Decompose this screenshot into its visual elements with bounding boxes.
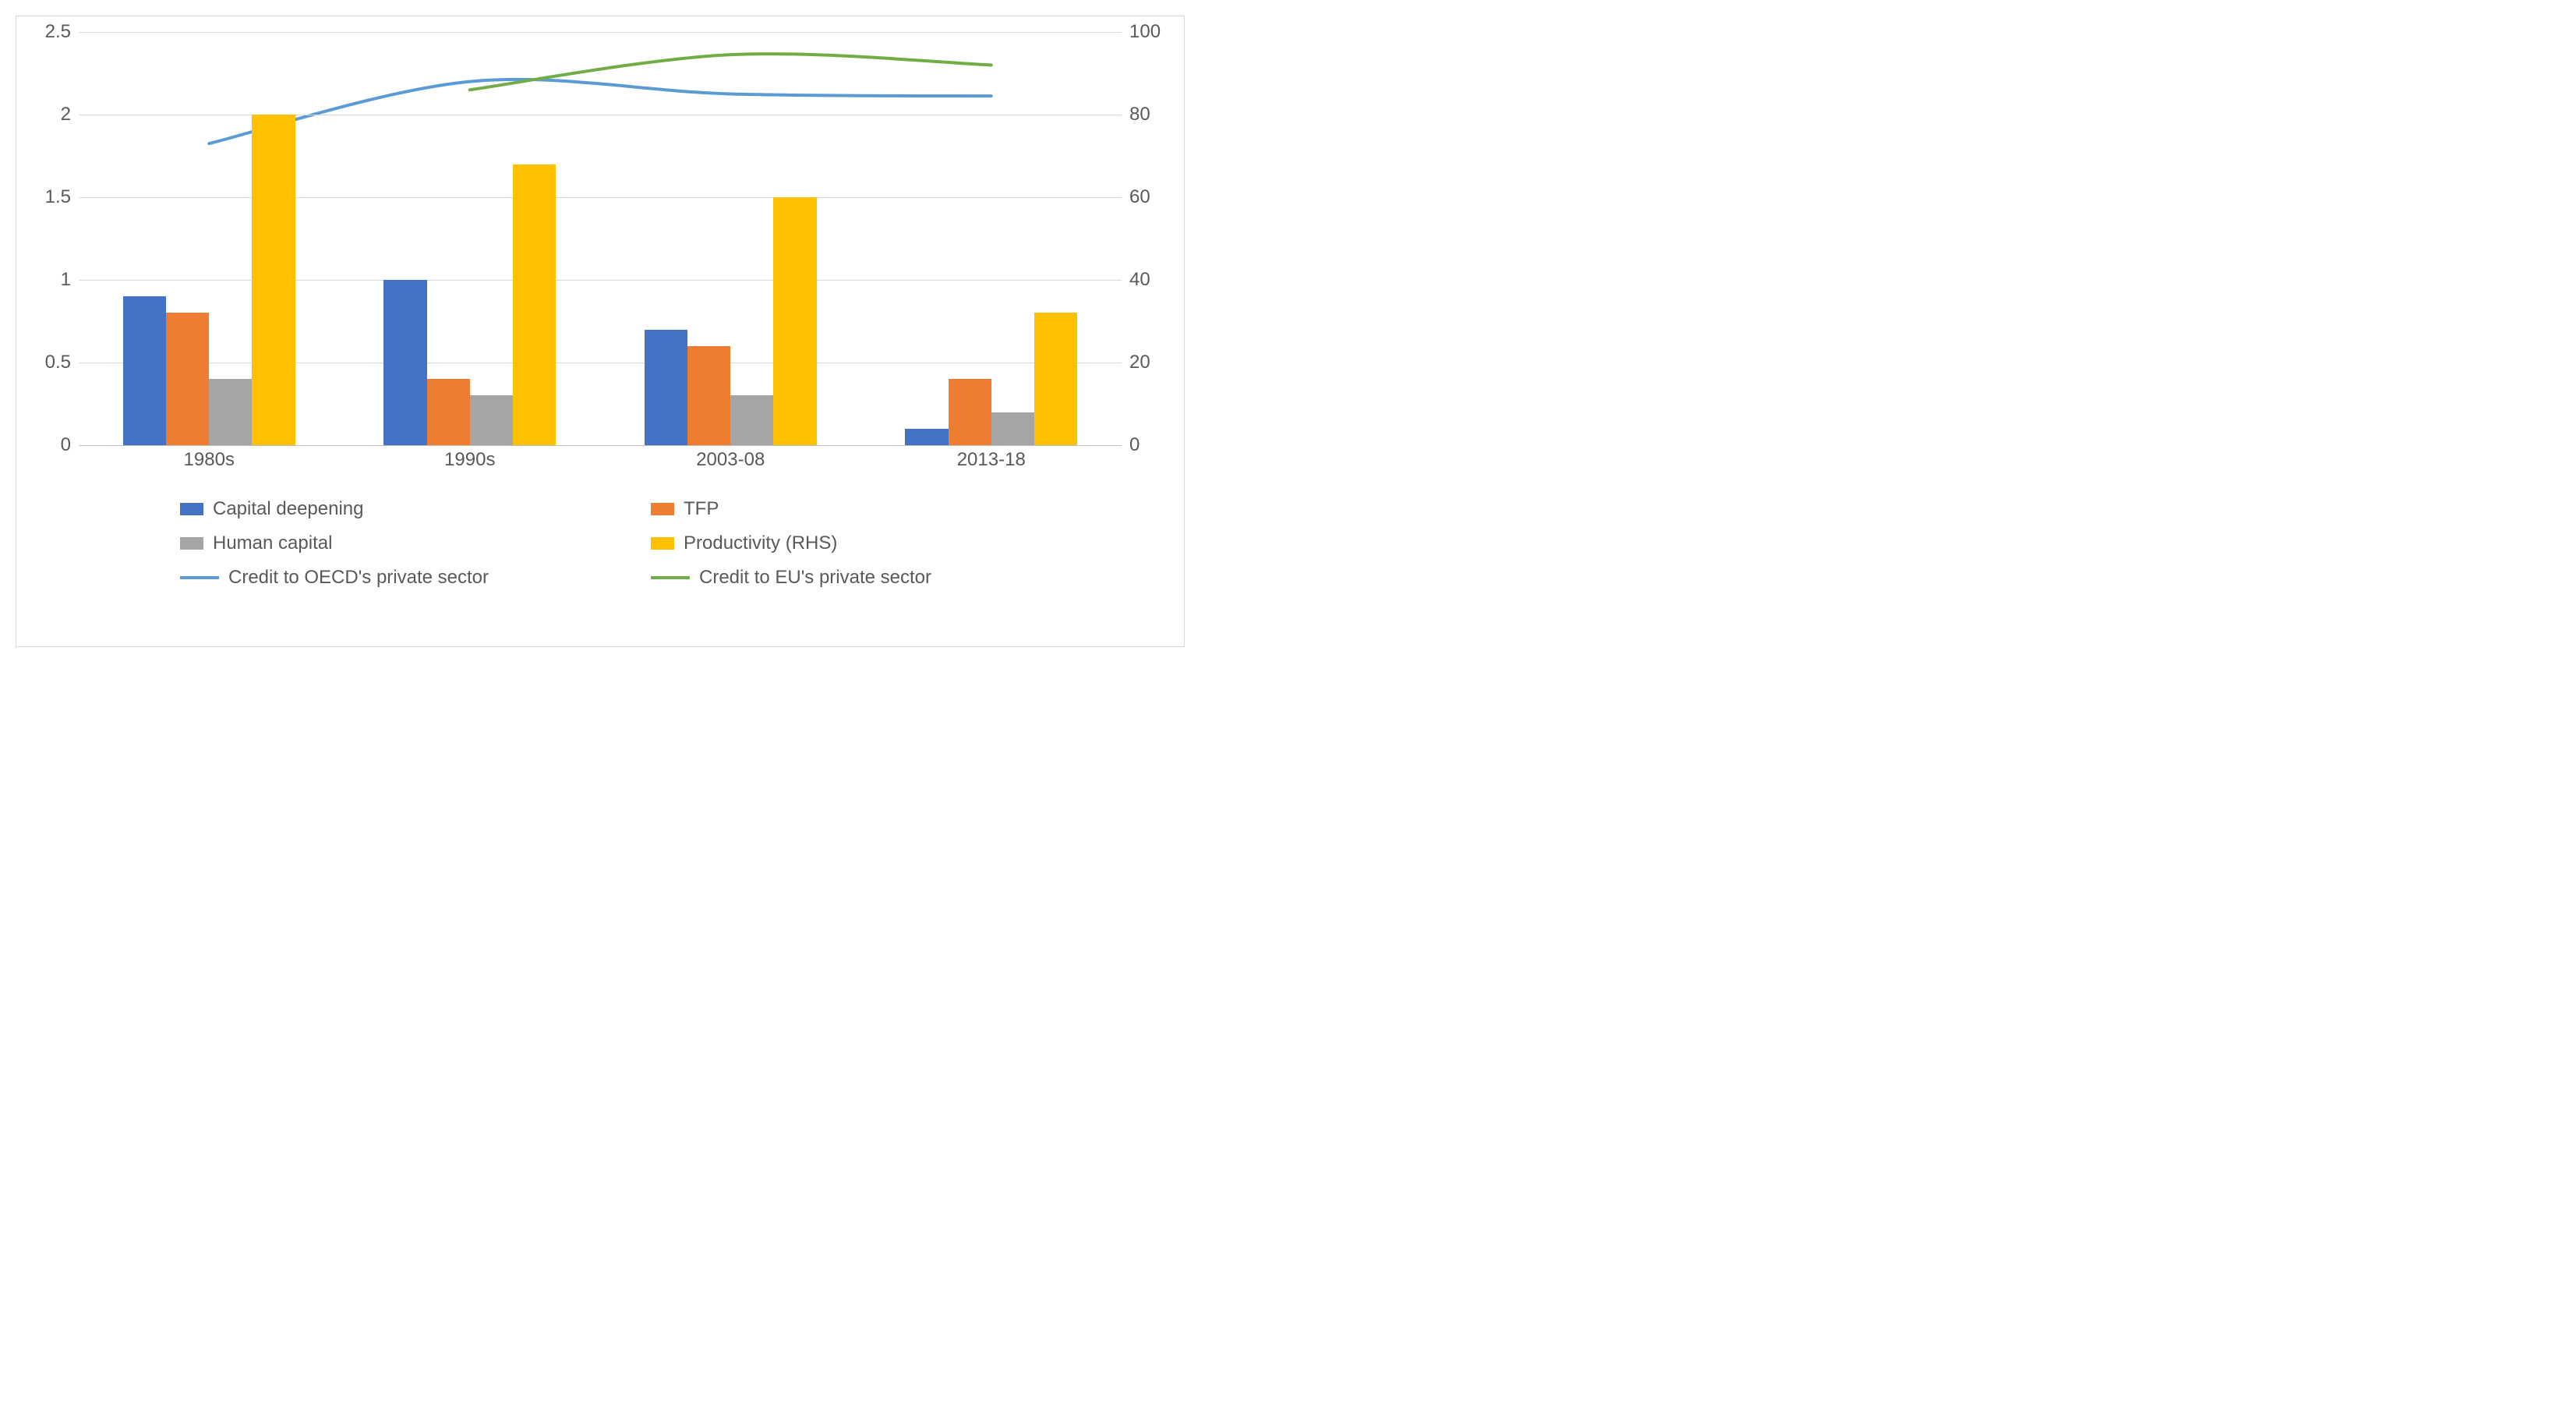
line-credit-to-oecd-s-private-sector <box>209 80 991 143</box>
y-right-tick-label: 20 <box>1129 352 1168 373</box>
legend-label: Capital deepening <box>213 498 364 520</box>
y-left-tick-label: 1 <box>32 269 71 291</box>
bar-productivity-rhs- <box>773 197 816 445</box>
legend-item: Productivity (RHS) <box>651 526 1122 561</box>
bar-capital-deepening <box>645 330 687 445</box>
bar-capital-deepening <box>905 429 948 445</box>
bar-human-capital <box>470 395 513 445</box>
legend-swatch <box>180 503 203 515</box>
bar-tfp <box>166 313 209 445</box>
grid-line <box>79 32 1122 33</box>
plot-area: 000.5201401.5602802.5100 <box>79 32 1122 446</box>
legend-line-swatch <box>180 576 219 579</box>
legend-line-swatch <box>651 576 690 579</box>
y-right-tick-label: 100 <box>1129 21 1168 43</box>
x-tick-label: 2013-18 <box>957 449 1026 471</box>
x-tick-label: 1990s <box>444 449 495 471</box>
y-right-tick-label: 0 <box>1129 434 1168 456</box>
y-left-tick-label: 2.5 <box>32 21 71 43</box>
bar-tfp <box>427 379 470 445</box>
bar-productivity-rhs- <box>1034 313 1077 445</box>
bar-human-capital <box>209 379 252 445</box>
grid-line <box>79 280 1122 281</box>
y-left-tick-label: 0 <box>32 434 71 456</box>
legend: Capital deepening TFP Human capital Product… <box>180 492 1122 595</box>
y-left-tick-label: 2 <box>32 104 71 126</box>
bar-capital-deepening <box>383 280 426 445</box>
bar-tfp <box>949 379 991 445</box>
chart-container: 000.5201401.5602802.5100 Capital deepeni… <box>16 16 1185 647</box>
legend-label: Credit to OECD's private sector <box>228 567 489 589</box>
bar-tfp <box>687 346 730 445</box>
legend-swatch <box>651 537 674 550</box>
legend-item: Human capital <box>180 526 651 561</box>
legend-swatch <box>180 537 203 550</box>
legend-swatch <box>651 503 674 515</box>
legend-item: TFP <box>651 492 1122 526</box>
legend-item: Capital deepening <box>180 492 651 526</box>
legend-label: Human capital <box>213 532 332 554</box>
x-tick-label: 1980s <box>184 449 235 471</box>
grid-line <box>79 197 1122 198</box>
legend-label: Credit to EU's private sector <box>699 567 931 589</box>
legend-item: Credit to EU's private sector <box>651 561 1122 595</box>
legend-label: Productivity (RHS) <box>684 532 837 554</box>
legend-item: Credit to OECD's private sector <box>180 561 651 595</box>
legend-label: TFP <box>684 498 719 520</box>
y-left-tick-label: 1.5 <box>32 186 71 208</box>
y-right-tick-label: 60 <box>1129 186 1168 208</box>
bar-productivity-rhs- <box>252 115 295 445</box>
y-right-tick-label: 40 <box>1129 269 1168 291</box>
bar-human-capital <box>730 395 773 445</box>
bar-productivity-rhs- <box>513 165 556 445</box>
bar-human-capital <box>991 412 1034 445</box>
y-right-tick-label: 80 <box>1129 104 1168 126</box>
y-left-tick-label: 0.5 <box>32 352 71 373</box>
x-tick-label: 2003-08 <box>696 449 765 471</box>
bar-capital-deepening <box>123 296 166 445</box>
line-credit-to-eu-s-private-sector <box>470 54 991 90</box>
